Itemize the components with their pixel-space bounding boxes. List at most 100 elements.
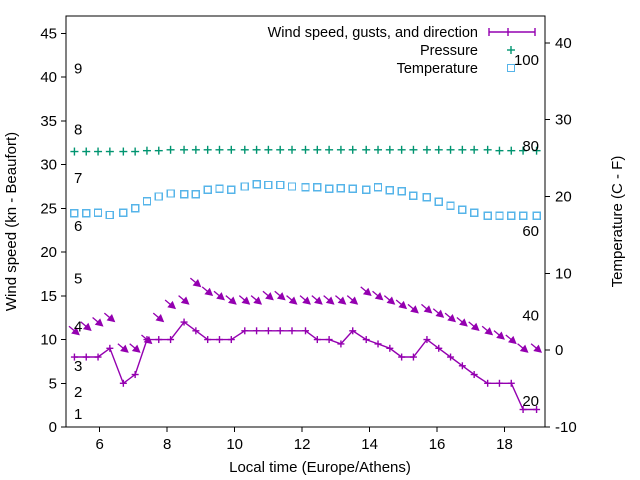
- wind-speed-marker: [167, 336, 175, 344]
- pressure-marker: [240, 145, 249, 154]
- temperature-marker: [324, 184, 334, 194]
- wind-direction-arrow: [201, 286, 214, 297]
- pressure-marker: [94, 147, 103, 156]
- pressure-marker: [336, 145, 345, 154]
- temperature-marker: [191, 190, 201, 199]
- temperature-marker: [252, 180, 261, 189]
- wind-speed-marker: [374, 340, 382, 348]
- temperature-marker: [227, 185, 236, 194]
- beaufort-label: 3: [74, 358, 82, 375]
- wind-direction-arrow: [468, 321, 480, 332]
- fahrenheit-label: 100: [514, 52, 539, 69]
- wind-speed-marker: [204, 336, 212, 344]
- temperature-marker: [362, 185, 371, 194]
- y-tick-label: 15: [40, 288, 57, 305]
- wind-direction-arrow: [68, 325, 80, 336]
- legend: Wind speed, gusts, and direction Pressure…: [268, 25, 536, 77]
- wind-direction-arrow: [505, 334, 517, 345]
- wind-direction-arrow: [346, 295, 359, 305]
- x-tick-label: 10: [226, 436, 243, 453]
- wind-speed-marker: [337, 340, 345, 348]
- pressure-marker: [119, 147, 128, 156]
- wind-speed-marker: [533, 406, 541, 414]
- legend-marker-temperature: [506, 63, 516, 73]
- y-tick-label: 35: [40, 113, 57, 130]
- wind-speed-marker: [302, 327, 309, 335]
- pressure-marker: [191, 145, 200, 154]
- y2-tick-label: 10: [555, 265, 572, 282]
- wind-direction-arrow: [335, 295, 347, 305]
- temperature-marker: [336, 183, 346, 193]
- temperature-marker: [446, 201, 455, 210]
- pressure-marker: [70, 147, 79, 156]
- pressure-marker: [264, 145, 273, 154]
- pressure-marker: [82, 147, 91, 156]
- pressure-marker: [142, 146, 151, 155]
- beaufort-label: 2: [74, 384, 82, 401]
- wind-speed-marker: [131, 371, 139, 379]
- y-tick-label: 20: [40, 244, 57, 261]
- wind-direction-arrow: [481, 325, 494, 336]
- pressure-marker: [203, 145, 212, 154]
- y-tick-label: 40: [40, 69, 57, 86]
- beaufort-label: 6: [74, 218, 82, 235]
- plot-frame: [65, 15, 546, 428]
- temperature-marker: [348, 184, 357, 194]
- pressure-marker: [434, 145, 443, 154]
- wind-direction-arrow: [311, 295, 323, 305]
- pressure-marker: [507, 146, 516, 155]
- wind-speed-marker: [106, 344, 114, 352]
- wind-speed-marker: [313, 336, 321, 344]
- wind-direction-arrow: [383, 295, 396, 305]
- temperature-marker: [301, 183, 310, 192]
- wind-speed-marker: [94, 353, 102, 361]
- temperature-marker: [313, 183, 322, 192]
- pressure-marker: [154, 146, 163, 155]
- wind-speed-marker: [325, 336, 333, 344]
- wind-speed-marker: [227, 336, 235, 344]
- temperature-marker: [215, 184, 224, 194]
- wind-direction-arrow: [530, 343, 543, 353]
- pressure-marker: [215, 145, 224, 154]
- wind-direction-arrow: [178, 295, 190, 305]
- wind-direction-arrow: [141, 334, 153, 345]
- temperature-marker: [409, 191, 418, 200]
- y2-tick-label: 40: [555, 35, 572, 52]
- temperature-marker: [203, 185, 212, 194]
- wind-speed-marker: [398, 353, 406, 361]
- wind-direction-arrow: [80, 321, 92, 332]
- wind-direction-arrow: [117, 343, 129, 353]
- wind-speed-marker: [276, 327, 284, 335]
- pressure-marker: [252, 145, 261, 154]
- pressure-marker: [385, 145, 394, 154]
- wind-speed-marker: [288, 327, 296, 335]
- temperature-marker: [82, 209, 91, 218]
- wind-direction-arrow: [407, 303, 419, 314]
- wind-speed-marker: [192, 327, 200, 335]
- wind-direction-arrow: [456, 316, 468, 327]
- y-tick-label: 5: [49, 375, 57, 392]
- temperature-marker: [495, 211, 504, 220]
- temperature-marker: [422, 193, 432, 202]
- wind-speed-marker: [495, 379, 503, 387]
- wind-direction-arrow: [238, 295, 251, 305]
- pressure-marker: [495, 146, 504, 155]
- y2-tick-label: 0: [555, 342, 563, 359]
- fahrenheit-label: 20: [522, 393, 539, 410]
- wind-speed-marker: [435, 344, 443, 352]
- wind-speed-marker: [362, 336, 370, 344]
- y-axis-title: Wind speed (kn - Beaufort): [3, 132, 20, 311]
- wind-speed-marker: [519, 406, 527, 414]
- fahrenheit-label: 80: [522, 138, 539, 155]
- wind-speed-marker: [409, 353, 417, 361]
- pressure-marker: [131, 147, 140, 156]
- temperature-marker: [166, 189, 175, 198]
- wind-speed-marker: [241, 327, 249, 335]
- pressure-marker: [301, 145, 310, 154]
- pressure-marker: [532, 146, 541, 155]
- temperature-marker: [458, 205, 467, 214]
- pressure-marker: [458, 145, 467, 154]
- temperature-marker: [93, 208, 103, 217]
